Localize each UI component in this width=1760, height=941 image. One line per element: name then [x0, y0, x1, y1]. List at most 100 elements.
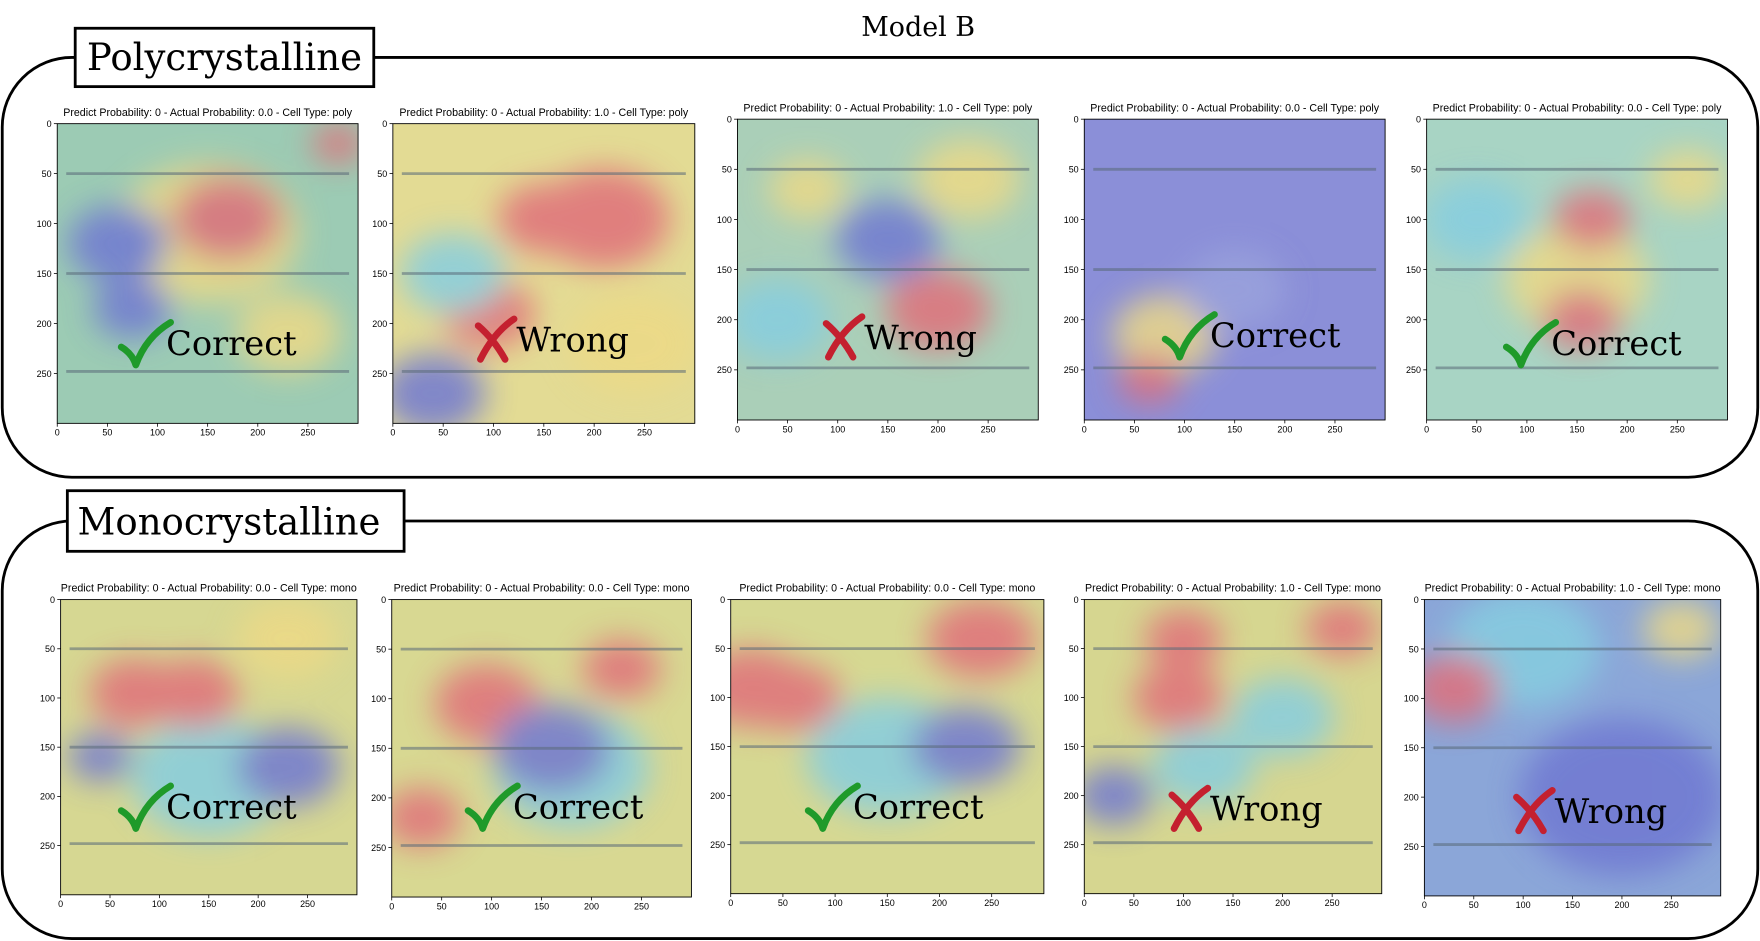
heatmap [391, 599, 692, 898]
heat-blob [172, 176, 283, 261]
heatmap [1084, 119, 1386, 420]
y-tick-label: 0 [50, 595, 55, 605]
heatmap [392, 123, 695, 424]
heatmap-blobs [1424, 599, 1721, 877]
heat-blob [1542, 289, 1622, 350]
x-tick-label: 150 [1227, 424, 1242, 434]
group-label: Polycrystalline [87, 36, 362, 79]
panel: Predict Probability: 0 - Actual Probabil… [1064, 102, 1386, 434]
y-tick-label: 0 [47, 119, 52, 129]
x-tick-label: 150 [880, 424, 895, 434]
heat-blob [392, 353, 486, 424]
heat-blob [915, 139, 1021, 220]
heat-blob [1519, 718, 1721, 877]
x-tick-label: 50 [102, 428, 112, 438]
y-tick-label: 250 [1064, 365, 1079, 375]
heat-blob [1552, 189, 1632, 250]
x-tick-label: 100 [1176, 898, 1191, 908]
y-tick-label: 200 [1406, 315, 1421, 325]
panel: Predict Probability: 0 - Actual Probabil… [1064, 583, 1383, 908]
heat-blob [1426, 179, 1529, 260]
x-tick-label: 200 [1620, 424, 1635, 434]
x-tick-label: 250 [300, 428, 315, 438]
x-tick-label: 0 [389, 901, 394, 911]
x-tick-label: 0 [735, 424, 740, 434]
x-tick-label: 100 [828, 898, 843, 908]
cross-icon [1168, 784, 1212, 832]
panel-title: Predict Probability: 0 - Actual Probabil… [63, 107, 353, 119]
y-tick-label: 100 [1064, 693, 1079, 703]
heat-blob [68, 732, 133, 782]
x-tick-label: 0 [390, 428, 395, 438]
cross-icon [474, 315, 518, 363]
panel-title: Predict Probability: 0 - Actual Probabil… [743, 102, 1033, 114]
group-label: Monocrystalline [77, 500, 380, 543]
x-tick-label: 100 [152, 899, 167, 909]
y-tick-label: 250 [717, 365, 732, 375]
heat-blob [498, 183, 590, 254]
panel: Predict Probability: 0 - Actual Probabil… [37, 107, 359, 438]
cross-icon [822, 313, 866, 361]
heat-blob [1648, 149, 1727, 210]
x-tick-label: 250 [637, 428, 652, 438]
x-tick-label: 0 [1082, 424, 1087, 434]
y-tick-label: 100 [37, 219, 52, 229]
x-tick-label: 150 [536, 428, 551, 438]
y-tick-label: 50 [722, 165, 732, 175]
heat-blob [582, 639, 661, 699]
result-label: Correct [166, 787, 297, 826]
y-tick-label: 150 [37, 269, 52, 279]
x-tick-label: 50 [1129, 898, 1139, 908]
y-tick-label: 150 [1064, 265, 1079, 275]
heat-blob [1231, 678, 1335, 757]
check-icon [464, 782, 521, 832]
x-tick-label: 50 [105, 899, 115, 909]
y-tick-label: 50 [1069, 165, 1079, 175]
group-label-box [65, 489, 406, 553]
result-label: Correct [1551, 324, 1682, 363]
check-icon [804, 782, 861, 832]
x-tick-label: 250 [634, 901, 649, 911]
check-icon [117, 318, 174, 369]
y-tick-label: 0 [727, 115, 732, 125]
y-tick-label: 50 [1411, 165, 1421, 175]
panel: Predict Probability: 0 - Actual Probabil… [372, 107, 696, 438]
y-tick-label: 0 [1074, 595, 1079, 605]
y-tick-label: 100 [372, 219, 387, 229]
x-tick-label: 0 [55, 428, 60, 438]
panel-title: Predict Probability: 0 - Actual Probabil… [739, 583, 1035, 595]
heatmap-blobs [67, 123, 359, 374]
panel-title: Predict Probability: 0 - Actual Probabil… [394, 583, 690, 595]
y-tick-label: 150 [40, 743, 55, 753]
result-label: Correct [513, 787, 644, 826]
heat-blob [926, 599, 1036, 679]
y-tick-label: 50 [715, 644, 725, 654]
heatmap [1426, 119, 1728, 420]
result-label: Wrong [516, 321, 629, 360]
x-tick-label: 200 [1614, 900, 1629, 910]
panel: Predict Probability: 0 - Actual Probabil… [371, 583, 692, 911]
y-tick-label: 100 [710, 693, 725, 703]
x-tick-label: 50 [1469, 900, 1479, 910]
heatmap [57, 123, 359, 424]
panel-title: Predict Probability: 0 - Actual Probabil… [399, 107, 689, 119]
x-tick-label: 50 [438, 428, 448, 438]
heatmap [730, 599, 1044, 894]
y-tick-label: 250 [1064, 840, 1079, 850]
y-tick-label: 250 [40, 841, 55, 851]
y-tick-label: 0 [1416, 115, 1421, 125]
y-tick-label: 0 [1074, 115, 1079, 125]
y-tick-label: 200 [371, 793, 386, 803]
panel: Predict Probability: 0 - Actual Probabil… [710, 583, 1045, 908]
y-tick-label: 250 [371, 843, 386, 853]
x-tick-label: 200 [932, 898, 947, 908]
panel: Predict Probability: 0 - Actual Probabil… [1406, 102, 1728, 434]
heatmap [1424, 599, 1721, 896]
y-tick-label: 200 [1064, 315, 1079, 325]
y-tick-label: 250 [1406, 365, 1421, 375]
x-tick-label: 150 [1565, 900, 1580, 910]
x-tick-label: 0 [728, 898, 733, 908]
x-tick-label: 250 [1327, 424, 1342, 434]
heatmap-blobs [1084, 601, 1379, 826]
x-tick-label: 200 [250, 428, 265, 438]
